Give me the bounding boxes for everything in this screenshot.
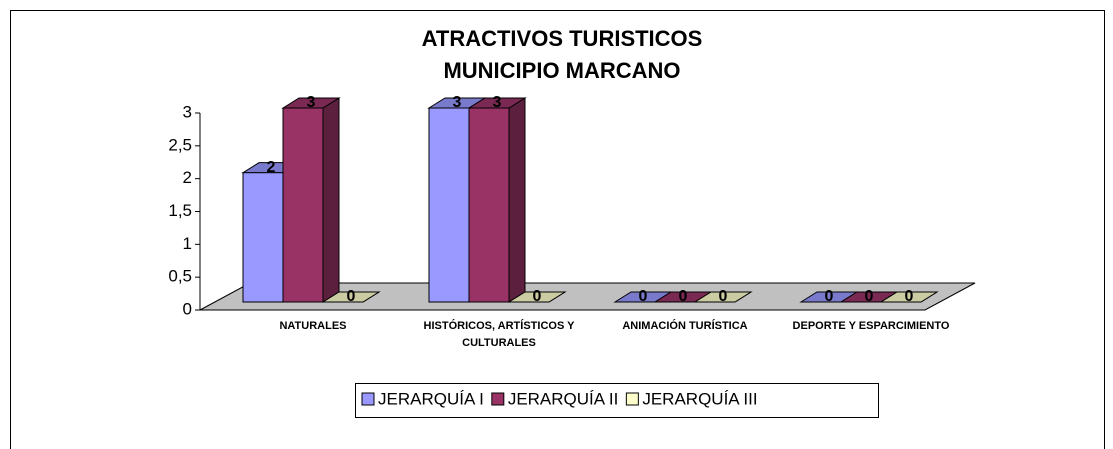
value-label: 0 (865, 288, 874, 305)
legend-swatch (625, 392, 639, 406)
value-label: 3 (307, 94, 316, 111)
value-label: 0 (639, 288, 648, 305)
chart-title: ATRACTIVOS TURISTICOS (422, 26, 703, 51)
value-label: 0 (347, 288, 356, 305)
value-label: 0 (533, 288, 542, 305)
value-label: 0 (905, 288, 914, 305)
legend (355, 383, 879, 418)
value-label: 0 (679, 288, 688, 305)
value-label: 0 (825, 288, 834, 305)
legend-label: JERARQUÍA III (642, 389, 757, 408)
value-label: 0 (719, 288, 728, 305)
y-tick-label: 1 (183, 234, 192, 253)
x-tick-label: ANIMACIÓN TURÍSTICA (622, 320, 748, 332)
legend-label: JERARQUÍA I (378, 389, 484, 408)
chart-title: MUNICIPIO MARCANO (443, 58, 680, 83)
x-tick-label: HISTÓRICOS, ARTÍSTICOS Y CULTURALES (423, 320, 575, 349)
legend-label: JERARQUÍA II (508, 389, 619, 408)
bar (693, 291, 753, 303)
frame (10, 10, 1105, 449)
y-tick-label: 3 (183, 102, 192, 121)
bar (467, 97, 527, 303)
bar (281, 97, 341, 303)
legend-swatch (361, 392, 375, 406)
bar (321, 291, 381, 303)
bar (879, 291, 939, 303)
value-label: 3 (493, 94, 502, 111)
x-tick-label: DEPORTE Y ESPARCIMIENTO (792, 320, 950, 332)
bar (507, 291, 567, 303)
legend-swatch (491, 392, 505, 406)
y-tick-label: 0,5 (168, 267, 192, 286)
y-tick-label: 0 (183, 299, 192, 318)
y-tick-label: 1,5 (168, 201, 192, 220)
value-label: 2 (267, 159, 276, 176)
y-tick-label: 2,5 (168, 135, 192, 154)
floor (199, 282, 976, 311)
x-tick-label: NATURALES (279, 320, 347, 332)
value-label: 3 (453, 94, 462, 111)
y-tick-label: 2 (183, 168, 192, 187)
